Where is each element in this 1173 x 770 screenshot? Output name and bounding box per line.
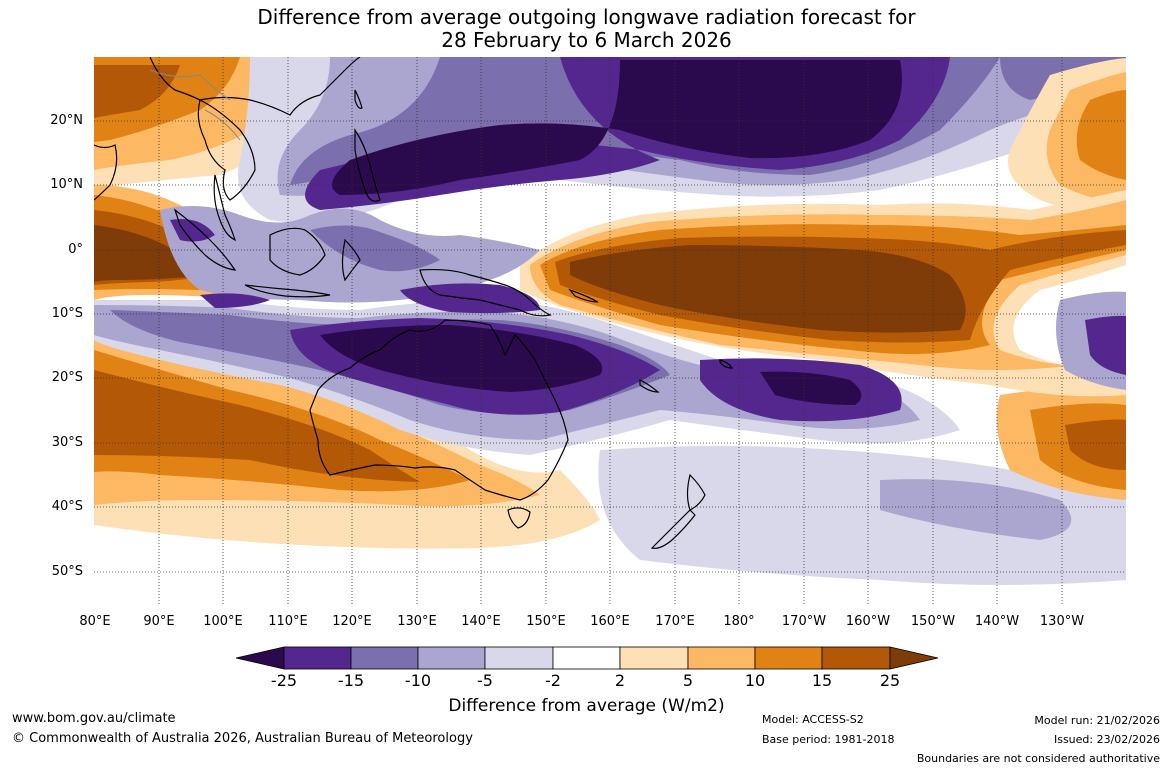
border-asia-1: [149, 69, 231, 101]
region-east-dark-purple: [1085, 315, 1126, 375]
lon-label-140e: 140°E: [461, 614, 501, 629]
base-period: Base period: 1981-2018: [762, 733, 895, 746]
colorbar-tick-5: 5: [682, 671, 694, 690]
coast-indochina: [197, 99, 256, 201]
colorbar-swatch-neg15-neg10: [350, 646, 419, 670]
region-equatorial-strongest: [570, 245, 966, 333]
coast-new-guinea: [419, 268, 552, 317]
colorbar-tick-15: 15: [811, 671, 833, 690]
graticule: [94, 57, 1126, 604]
map-title-line1: Difference from average outgoing longwav…: [257, 5, 916, 29]
region-east-south-brown: [1065, 419, 1126, 470]
lon-label-160w: 160°W: [845, 614, 891, 629]
colorbar-tick-neg2: -2: [545, 671, 561, 690]
model-name: Model: ACCESS-S2: [762, 713, 864, 726]
colorbar-tick-neg10: -10: [404, 671, 432, 690]
coast-new-caledonia: [639, 379, 660, 393]
coast-tasmania: [507, 507, 531, 529]
lat-label-0: 0°: [68, 242, 83, 257]
coast-borneo: [269, 227, 326, 276]
lon-label-130e: 130°E: [397, 614, 437, 629]
colorbar-swatch-15-25: [821, 646, 891, 670]
model-run-date: Model run: 21/02/2026: [1034, 714, 1160, 727]
colorbar-swatch-neg2-2: [552, 646, 621, 670]
boundaries-disclaimer: Boundaries are not considered authoritat…: [916, 752, 1160, 765]
colorbar-swatch-neg25-neg15: [283, 646, 352, 670]
lon-label-90e: 90°E: [143, 614, 175, 629]
coast-fiji: [719, 359, 734, 369]
coast-solomon: [568, 288, 599, 303]
colorbar-tick-10: 10: [744, 671, 766, 690]
lon-label-140w: 140°W: [974, 614, 1020, 629]
lon-label-120e: 120°E: [332, 614, 372, 629]
lat-label-50s: 50°S: [51, 564, 83, 579]
coast-java: [244, 284, 331, 298]
coast-new-zealand-north: [686, 473, 706, 511]
colorbar-swatch-5-10: [687, 646, 756, 670]
lat-label-10n: 10°N: [50, 177, 83, 192]
coast-philippines: [354, 128, 381, 202]
lon-label-180: 180°: [723, 614, 755, 629]
lon-label-110e: 110°E: [268, 614, 308, 629]
region-southern-ocean-brown: [94, 370, 420, 482]
region-asia-brown: [94, 65, 180, 118]
colorbar-swatch-neg10-neg5: [417, 646, 486, 670]
colorbar-swatch-gt-25: [889, 646, 939, 670]
copyright-text: © Commonwealth of Australia 2026, Austra…: [12, 731, 473, 746]
country-borders: [149, 69, 241, 141]
lon-label-160e: 160°E: [590, 614, 630, 629]
colorbar-swatch-lt-neg25: [235, 646, 285, 670]
region-south-pacific-light-purple: [598, 446, 1126, 585]
coastlines: [94, 57, 734, 549]
website-link[interactable]: www.bom.gov.au/climate: [12, 711, 176, 726]
region-sumatra-dark-purple: [170, 219, 215, 242]
coast-australia: [309, 319, 569, 501]
colorbar-tick-25: 25: [879, 671, 901, 690]
lon-label-170w: 170°W: [781, 614, 827, 629]
colorbar-swatch-2-5: [619, 646, 689, 670]
lat-label-40s: 40°S: [51, 499, 83, 514]
lon-label-100e: 100°E: [203, 614, 243, 629]
region-maritime-mid-purple: [310, 225, 440, 272]
lat-label-20n: 20°N: [50, 113, 83, 128]
coast-india: [94, 144, 118, 201]
issued-date: Issued: 23/02/2026: [1053, 733, 1160, 746]
coast-malay-peninsula: [213, 174, 236, 242]
region-south-pacific-purple: [880, 479, 1072, 540]
colorbar-tick-neg25: -25: [270, 671, 298, 690]
lat-label-20s: 20°S: [51, 370, 83, 385]
coast-japan-taiwan: [354, 89, 363, 109]
lon-label-130w: 130°W: [1039, 614, 1085, 629]
region-java-dark-purple: [200, 293, 270, 308]
lon-label-170e: 170°E: [655, 614, 695, 629]
region-northeast-dark-orange: [1076, 90, 1126, 180]
colorbar-swatch-neg5-neg2: [484, 646, 554, 670]
lon-label-150e: 150°E: [526, 614, 566, 629]
region-north-pacific-strongest: [332, 60, 902, 195]
lon-label-150w: 150°W: [910, 614, 956, 629]
colorbar-swatch-10-15: [754, 646, 823, 670]
colorbar-tick-2: 2: [614, 671, 626, 690]
coast-asia: [149, 57, 361, 116]
lat-label-30s: 30°S: [51, 435, 83, 450]
region-australia-strongest: [320, 325, 603, 392]
map-title-line2: 28 February to 6 March 2026: [441, 28, 732, 52]
coast-sumatra: [173, 208, 237, 271]
colorbar-label: Difference from average (W/m2): [448, 696, 725, 716]
region-south-pacific-strongest: [760, 371, 862, 405]
coast-new-zealand-south: [650, 509, 696, 549]
border-asia-2: [204, 109, 241, 141]
lon-label-80e: 80°E: [79, 614, 111, 629]
colorbar-tick-neg15: -15: [337, 671, 365, 690]
lat-label-10s: 10°S: [51, 306, 83, 321]
colorbar-tick-neg5: -5: [477, 671, 493, 690]
anomaly-field: [94, 57, 1126, 604]
